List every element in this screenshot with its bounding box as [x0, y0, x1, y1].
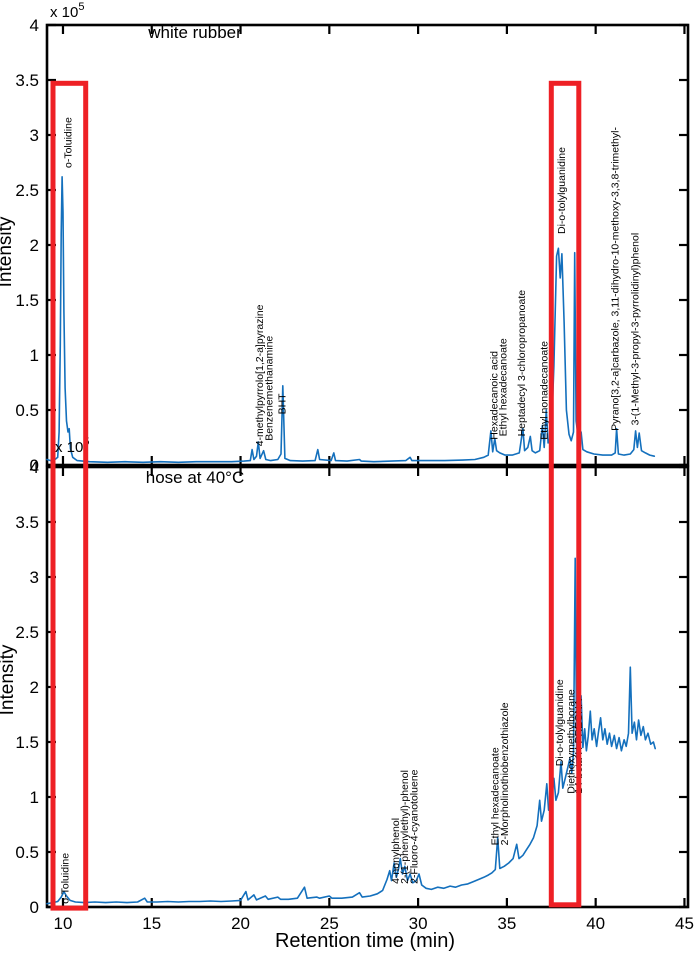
- chromatogram-trace: [46, 557, 657, 905]
- x-tick-label: 10: [54, 914, 73, 933]
- x-tick-label: 35: [497, 914, 516, 933]
- peak-label: 3-(1-Methyl-3-propyl-3-pyrrolidinyl)phen…: [630, 233, 642, 426]
- y-tick-label: 4: [30, 458, 39, 477]
- y-axis-label: Intensity: [0, 216, 16, 287]
- y-axis-exponent: x 105: [50, 1, 84, 21]
- peak-label: Pyrano[3,2-a]carbazole, 3,11-dihydro-10-…: [610, 127, 622, 431]
- axis-box: [45, 465, 690, 909]
- y-tick-label: 0.5: [15, 401, 39, 420]
- y-tick-label: 0: [30, 898, 39, 917]
- peak-label: o-Toluidine: [60, 853, 72, 904]
- peak-label: Hexadecanoic acid: [489, 351, 501, 440]
- peak-label: 4-nonylphenol: [390, 818, 402, 884]
- y-tick-label: 3: [30, 568, 39, 587]
- y-tick-label: 1: [30, 346, 39, 365]
- plot-title: hose at 40°C: [146, 468, 244, 487]
- y-tick-label: 0.5: [15, 843, 39, 862]
- highlight-box: [548, 80, 582, 908]
- y-tick-label: 2.5: [15, 623, 39, 642]
- y-tick-label: 1: [30, 788, 39, 807]
- y-axis-label: Intensity: [0, 644, 18, 715]
- y-tick-label: 1.5: [15, 291, 39, 310]
- peak-label: Ethyl hexadecanoate: [489, 747, 501, 845]
- peak-label: Heptadecyl 3-chloropropanoate: [516, 290, 528, 437]
- peak-label: 4-methylpyrrolo[1,2-a]pyrazine: [254, 304, 266, 446]
- y-tick-label: 0: [30, 456, 39, 475]
- peak-label: Di-o-tolylguanidine: [556, 147, 568, 234]
- y-tick-label: 3.5: [15, 71, 39, 90]
- highlight-box: [50, 80, 89, 911]
- peak-label: Di-o-tolylguanidine: [554, 679, 566, 766]
- y-tick-label: 1.5: [15, 733, 39, 752]
- x-tick-label: 30: [409, 914, 428, 933]
- peak-label: Ethyl nonadecanoate: [539, 341, 551, 440]
- peak-label: 2-Morpholinothiobenzothiazole: [499, 702, 511, 845]
- x-tick-label: 40: [586, 914, 605, 933]
- x-axis-label: Retention time (min): [275, 930, 455, 952]
- peak-label: Benzenemethanamine: [263, 336, 275, 441]
- peak-label: BHT: [276, 393, 288, 415]
- axis-box: [45, 23, 690, 467]
- y-tick-label: 3.5: [15, 513, 39, 532]
- plot-title: white rubber: [147, 23, 242, 42]
- y-tick-label: 2: [30, 678, 39, 697]
- x-tick-label: 20: [231, 914, 250, 933]
- peak-label: Diethoxymethylborane: [566, 689, 578, 794]
- plot-0: x 105 0 0.5 1 1.5 2 2.5 3 3.5 4 white rubber Intens…: [0, 1, 690, 475]
- peak-label: 2-Fluoro-4-cyanotoluene: [409, 769, 421, 884]
- y-tick-label: 4: [30, 16, 39, 35]
- peak-label: o-Toluidine: [62, 117, 74, 168]
- y-tick-label: 2: [30, 236, 39, 255]
- peak-label: Ethyl hexadecanoate: [498, 338, 510, 436]
- peak-label: 2-(1-phenylethyl)-phenol: [399, 770, 411, 884]
- y-tick-label: 2.5: [15, 181, 39, 200]
- x-tick-label: 25: [320, 914, 339, 933]
- x-tick-label: 45: [675, 914, 694, 933]
- x-tick-label: 15: [142, 914, 161, 933]
- y-tick-label: 3: [30, 126, 39, 145]
